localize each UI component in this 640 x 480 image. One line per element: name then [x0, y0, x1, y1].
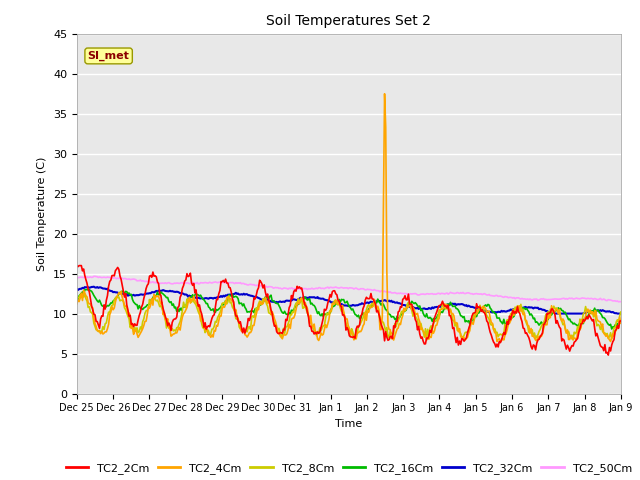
Line: TC2_8Cm: TC2_8Cm — [77, 295, 621, 340]
TC2_8Cm — [81, 292, 88, 298]
TC2_4Cm — [569, 337, 577, 343]
TC2_50Cm — [614, 299, 622, 305]
Line: TC2_2Cm: TC2_2Cm — [77, 265, 621, 355]
TC2_8Cm — [568, 332, 576, 338]
Line: TC2_50Cm: TC2_50Cm — [77, 276, 621, 302]
TC2_8Cm — [569, 337, 577, 343]
TC2_16Cm — [303, 297, 311, 303]
TC2_16Cm — [568, 319, 576, 325]
Legend: TC2_2Cm, TC2_4Cm, TC2_8Cm, TC2_16Cm, TC2_32Cm, TC2_50Cm: TC2_2Cm, TC2_4Cm, TC2_8Cm, TC2_16Cm, TC2… — [61, 458, 636, 478]
TC2_8Cm — [378, 319, 386, 324]
TC2_16Cm — [378, 300, 386, 306]
TC2_32Cm — [552, 311, 560, 316]
Y-axis label: Soil Temperature (C): Soil Temperature (C) — [37, 156, 47, 271]
TC2_4Cm — [73, 301, 81, 307]
TC2_2Cm — [243, 323, 251, 329]
TC2_50Cm — [243, 282, 251, 288]
TC2_16Cm — [82, 287, 90, 292]
TC2_16Cm — [73, 297, 81, 303]
TC2_8Cm — [474, 307, 481, 312]
TC2_16Cm — [608, 326, 616, 332]
TC2_2Cm — [76, 263, 83, 268]
Title: Soil Temperatures Set 2: Soil Temperatures Set 2 — [266, 14, 431, 28]
TC2_32Cm — [243, 291, 251, 297]
TC2_50Cm — [91, 274, 99, 279]
TC2_32Cm — [73, 286, 81, 292]
TC2_8Cm — [617, 309, 625, 315]
Line: TC2_32Cm: TC2_32Cm — [77, 287, 621, 313]
TC2_4Cm — [404, 304, 412, 310]
TC2_4Cm — [378, 327, 385, 333]
TC2_2Cm — [474, 305, 481, 311]
TC2_50Cm — [303, 287, 311, 292]
X-axis label: Time: Time — [335, 419, 362, 429]
TC2_50Cm — [568, 295, 576, 301]
TC2_4Cm — [617, 320, 625, 326]
TC2_4Cm — [302, 303, 310, 309]
TC2_50Cm — [73, 275, 81, 280]
TC2_32Cm — [569, 311, 577, 316]
TC2_8Cm — [404, 300, 412, 305]
Text: SI_met: SI_met — [88, 51, 129, 61]
Line: TC2_4Cm: TC2_4Cm — [77, 94, 621, 341]
TC2_8Cm — [73, 300, 81, 306]
TC2_16Cm — [617, 318, 625, 324]
TC2_8Cm — [303, 310, 311, 316]
TC2_32Cm — [617, 311, 625, 316]
Line: TC2_16Cm: TC2_16Cm — [77, 289, 621, 329]
TC2_2Cm — [73, 263, 81, 269]
TC2_2Cm — [378, 324, 386, 330]
TC2_2Cm — [604, 352, 612, 358]
TC2_4Cm — [242, 333, 250, 338]
TC2_16Cm — [404, 300, 412, 306]
TC2_2Cm — [617, 318, 625, 324]
TC2_16Cm — [243, 309, 251, 315]
TC2_8Cm — [243, 329, 251, 335]
TC2_32Cm — [474, 305, 481, 311]
TC2_50Cm — [617, 299, 625, 305]
TC2_4Cm — [493, 338, 501, 344]
TC2_2Cm — [303, 309, 311, 315]
TC2_32Cm — [303, 295, 311, 301]
TC2_16Cm — [474, 310, 481, 316]
TC2_32Cm — [404, 304, 412, 310]
TC2_4Cm — [381, 91, 388, 96]
TC2_32Cm — [90, 284, 98, 289]
TC2_50Cm — [378, 288, 386, 293]
TC2_2Cm — [568, 343, 576, 348]
TC2_2Cm — [404, 291, 412, 297]
TC2_4Cm — [474, 309, 481, 315]
TC2_32Cm — [378, 298, 386, 303]
TC2_50Cm — [474, 291, 481, 297]
TC2_50Cm — [404, 292, 412, 298]
